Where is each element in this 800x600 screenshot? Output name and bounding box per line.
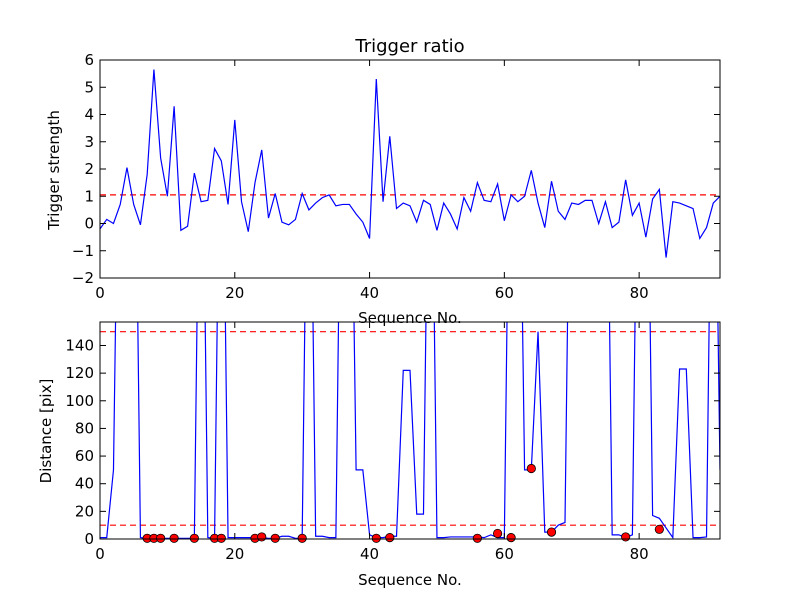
y-tick-label: 0: [84, 530, 94, 548]
axes-frame: [99, 321, 721, 540]
data-point: [654, 524, 664, 534]
y-tick-label: 20: [75, 502, 94, 520]
axes-frame: [99, 59, 721, 279]
y-tick-label: 100: [65, 392, 94, 410]
x-tick-label: 80: [630, 545, 649, 563]
data-point: [506, 533, 516, 543]
y-tick-label: 80: [75, 419, 94, 437]
data-point: [270, 533, 280, 543]
x-axis-label: Sequence No.: [358, 309, 462, 327]
data-point: [526, 463, 536, 474]
y-tick-label: 140: [65, 336, 94, 354]
data-point: [371, 533, 381, 543]
x-tick-label: 60: [495, 284, 514, 302]
trigger-ratio-chart: Trigger ratio Sequence No. Trigger stren…: [45, 36, 721, 327]
y-tick-label: 40: [75, 475, 94, 493]
series-line: [100, 69, 720, 258]
data-point: [169, 533, 179, 543]
y-tick-label: 5: [84, 78, 94, 96]
data-point: [385, 533, 395, 543]
y-axis-label: Distance [pix]: [37, 379, 55, 484]
data-point: [621, 532, 631, 542]
x-tick-label: 20: [225, 284, 244, 302]
data-point: [156, 533, 166, 543]
y-tick-label: 6: [84, 51, 94, 69]
y-tick-label: 120: [65, 364, 94, 382]
y-tick-label: 3: [84, 133, 94, 151]
y-tick-label: 0: [84, 215, 94, 233]
x-tick-label: 40: [360, 545, 379, 563]
data-point: [189, 533, 199, 543]
data-point: [546, 527, 557, 537]
y-tick-label: −2: [72, 269, 94, 287]
y-tick-label: 2: [84, 160, 94, 178]
x-axis-label: Sequence No.: [358, 571, 462, 589]
x-tick-label: 40: [360, 284, 379, 302]
y-axis-label: Trigger strength: [45, 110, 63, 231]
plot-area: [100, 322, 720, 539]
y-tick-label: 4: [84, 106, 94, 124]
x-tick-label: 0: [95, 545, 105, 563]
x-tick-label: 60: [495, 545, 514, 563]
x-tick-label: 0: [95, 284, 105, 302]
x-tick-label: 20: [225, 545, 244, 563]
data-point: [297, 533, 307, 543]
data-point: [493, 528, 503, 539]
data-point: [472, 533, 482, 543]
chart-title: Trigger ratio: [354, 36, 464, 57]
data-point: [257, 532, 267, 542]
y-tick-label: 60: [75, 447, 94, 465]
distance-chart: Sequence No. Distance [pix] 0 20 40 60 80 0 20…: [37, 321, 721, 589]
y-tick-label: −1: [72, 242, 94, 260]
y-tick-label: 1: [84, 187, 94, 205]
x-tick-label: 80: [630, 284, 649, 302]
series-line: [100, 322, 720, 539]
data-point: [216, 533, 226, 543]
plot-area: [100, 69, 720, 258]
